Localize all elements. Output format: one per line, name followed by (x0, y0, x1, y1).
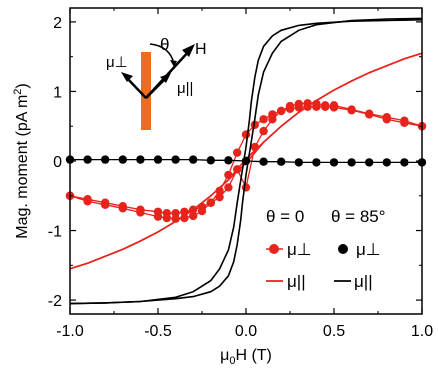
inset-perp-arrow (125, 76, 147, 99)
data-point-theta0_perp (294, 99, 303, 109)
y-axis-label: Mag. moment (pA m2) (12, 83, 31, 239)
data-point-theta0_perp (233, 148, 242, 157)
series-theta85_par (69, 17, 423, 305)
legend-marker-theta85-perp (338, 244, 348, 254)
inset-field-label: H (195, 41, 207, 58)
legend-header-theta0: θ = 0 (266, 207, 304, 226)
inset-angle-label: θ (160, 35, 169, 54)
series-theta85_perp (65, 155, 427, 167)
data-point-theta85_perp (400, 158, 409, 167)
data-point-theta0_perp (259, 126, 268, 136)
data-point-theta0_perp (365, 109, 374, 118)
series-line-theta85_par (69, 19, 423, 305)
data-point-theta0_perp (259, 115, 268, 124)
data-point-theta85_perp (118, 155, 128, 164)
x-tick-label: 1.0 (411, 323, 433, 340)
x-tick-label: 0.0 (235, 323, 257, 340)
y-tick-label: 0 (53, 154, 62, 171)
y-tick-label: 2 (53, 15, 62, 32)
data-point-theta0_perp (241, 183, 251, 192)
data-point-theta0_perp (224, 183, 233, 192)
data-point-theta0_perp (118, 202, 128, 211)
data-point-theta85_perp (294, 158, 303, 167)
data-point-theta0_perp (101, 198, 110, 207)
data-point-theta0_perp (136, 205, 145, 214)
data-point-theta85_perp (206, 156, 215, 165)
data-point-theta85_perp (259, 157, 268, 166)
data-point-theta0_perp (329, 101, 339, 110)
y-tick-label: 1 (53, 84, 62, 101)
data-point-theta85_perp (189, 155, 198, 164)
data-point-theta85_perp (365, 158, 374, 167)
data-point-theta85_perp (171, 155, 180, 164)
y-tick-label: -1 (48, 224, 62, 241)
inset-perp-arrowhead (121, 72, 133, 82)
legend: θ = 0 θ = 85° μ⊥ μ⊥ μ|| μ|| (266, 207, 386, 291)
x-axis-label: μ0H (T) (220, 347, 272, 367)
inset-field-arrowhead (182, 44, 195, 57)
data-point-theta0_perp (171, 208, 180, 218)
data-point-theta0_perp (347, 105, 356, 114)
data-point-theta85_perp (347, 158, 356, 167)
inset-film (141, 52, 151, 130)
data-point-theta0_perp (285, 101, 295, 111)
data-point-theta85_perp (101, 155, 110, 164)
ticks-layer: -1.0 -0.5 0.0 0.5 1.0 -2 -1 0 1 2 (48, 8, 433, 340)
legend-label-theta0-par: μ|| (287, 272, 306, 291)
data-point-theta85_perp (312, 158, 321, 167)
data-point-theta0_perp (321, 101, 330, 110)
x-tick-label: 0.5 (323, 323, 345, 340)
data-point-theta85_perp (153, 155, 163, 164)
data-point-theta0_perp (206, 198, 215, 207)
inset-par-label: μ|| (177, 80, 193, 97)
data-point-theta0_perp (250, 120, 259, 130)
legend-header-theta85: θ = 85° (331, 207, 386, 226)
data-point-theta85_perp (277, 157, 286, 166)
data-point-theta0_perp (382, 112, 391, 122)
data-point-theta0_perp (153, 207, 163, 216)
data-point-theta0_perp (189, 211, 198, 221)
data-point-theta85_perp (224, 156, 233, 165)
data-point-theta0_perp (162, 208, 171, 218)
data-point-theta0_perp (241, 130, 251, 139)
data-point-theta0_perp (268, 115, 277, 124)
inset-perp-label: μ⊥ (106, 54, 128, 71)
legend-label-theta0-perp: μ⊥ (287, 240, 312, 259)
data-point-theta0_perp (277, 106, 286, 116)
x-tick-label: -0.5 (144, 323, 172, 340)
legend-label-theta85-par: μ|| (354, 272, 373, 291)
series-theta0_perp (65, 99, 427, 223)
data-point-theta0_perp (400, 116, 409, 125)
data-point-theta0_perp (197, 202, 207, 212)
data-point-theta0_perp (180, 213, 189, 223)
series-line-return-theta85_par (69, 17, 423, 305)
y-tick-label: -2 (48, 293, 62, 310)
data-point-theta85_perp (382, 158, 391, 167)
series-layer (65, 17, 427, 305)
inset-diagram: θ H μ⊥ μ|| (106, 35, 207, 130)
legend-label-theta85-perp: μ⊥ (356, 240, 381, 259)
data-point-theta85_perp (136, 155, 145, 164)
inset-angle-arrowhead (170, 60, 177, 67)
inset-field-arrow (145, 49, 191, 99)
data-point-theta85_perp (329, 158, 339, 167)
data-point-theta85_perp (83, 155, 92, 164)
data-point-theta0_perp (215, 192, 224, 202)
x-tick-label: -1.0 (56, 323, 84, 340)
data-point-theta0_perp (83, 195, 92, 204)
